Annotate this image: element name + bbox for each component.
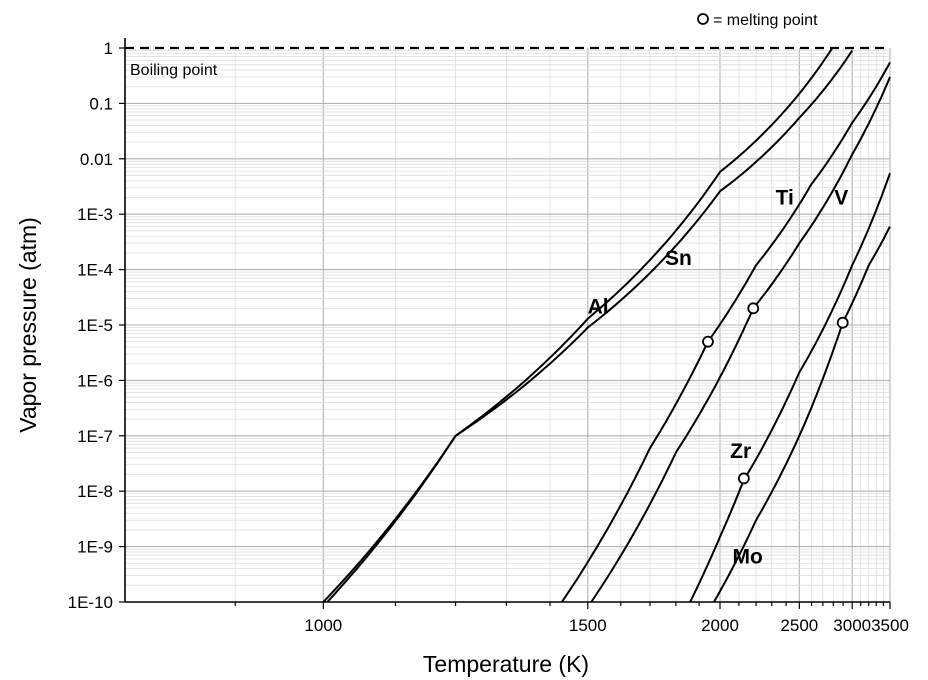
series-line-sn: [326, 49, 854, 603]
y-tick-label: 0.1: [89, 94, 113, 113]
series-line-ti: [561, 61, 891, 603]
x-tick-label: 3000: [833, 616, 871, 635]
y-tick-label: 1E-3: [77, 205, 113, 224]
melting-point-markers: [702, 302, 849, 485]
series-label-v: V: [834, 186, 848, 209]
series-lines: [322, 47, 891, 603]
y-tick-label: 1E-10: [68, 593, 113, 612]
x-tick-label: 1000: [304, 616, 342, 635]
x-tick-label: 1500: [569, 616, 607, 635]
melting-point-marker-mo: [836, 316, 849, 329]
boiling-point-label: Boiling point: [130, 62, 218, 79]
y-tick-label: 1E-6: [77, 371, 113, 390]
series-label-sn: Sn: [665, 247, 692, 270]
y-tick-label: 1E-9: [77, 538, 113, 557]
y-tick-label: 1E-4: [77, 261, 113, 280]
x-axis-title: Temperature (K): [423, 651, 589, 677]
y-tick-label: 1E-7: [77, 427, 113, 446]
series-label-mo: Mo: [733, 545, 763, 568]
legend: = melting point: [697, 12, 818, 29]
series-line-mo: [713, 226, 891, 603]
x-tick-label: 2000: [701, 616, 739, 635]
series-line-v: [590, 76, 891, 603]
y-tick-label: 1E-8: [77, 482, 113, 501]
series-label-zr: Zr: [730, 440, 751, 463]
y-tick-label: 1E-5: [77, 316, 113, 335]
series-label-al: Al: [588, 296, 609, 319]
melting-point-marker-v: [747, 302, 760, 315]
series-line-zr: [689, 172, 891, 603]
x-tick-label: 3500: [871, 616, 909, 635]
legend-marker-icon: [697, 13, 709, 25]
legend-text: = melting point: [713, 12, 818, 29]
grid: [125, 48, 891, 603]
y-axis-title: Vapor pressure (atm): [15, 217, 41, 433]
series-labels: Al Sn Ti V Zr Mo: [588, 186, 849, 568]
melting-point-marker-ti: [702, 335, 714, 348]
y-tick-label: 0.01: [80, 150, 113, 169]
melting-point-marker-zr: [737, 472, 750, 485]
series-label-ti: Ti: [776, 186, 794, 209]
x-tick-label: 2500: [780, 616, 818, 635]
y-tick-label: 1: [104, 39, 113, 58]
axes: [119, 38, 891, 609]
tick-labels: 1000 1500 2000 2500 3000 3500 1E-10 1E-9 1E-8 1E-…: [68, 39, 909, 635]
